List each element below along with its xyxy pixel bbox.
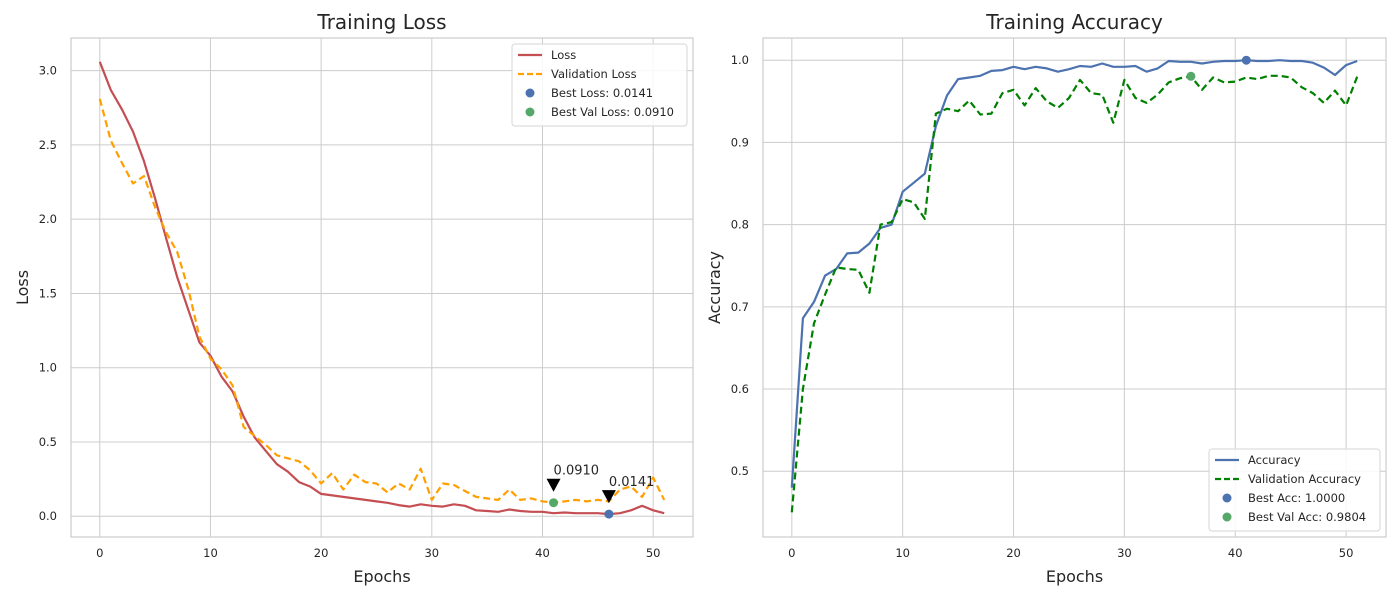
loss-x-tick-label: 0 [96, 546, 103, 560]
accuracy-x-tick-label: 30 [1117, 546, 1132, 560]
accuracy-best-marker [1186, 71, 1196, 81]
loss-series-validation-loss [98, 98, 666, 504]
loss-legend-label: Best Loss: 0.0141 [551, 86, 653, 100]
loss-legend-label: Validation Loss [551, 67, 637, 81]
accuracy-y-tick-label: 0.7 [731, 300, 749, 314]
loss-x-tick-label: 30 [424, 546, 439, 560]
accuracy-series [790, 59, 1359, 513]
accuracy-legend-box [1208, 448, 1381, 532]
loss-y-tick-label: 2.0 [39, 212, 57, 226]
loss-legend-box [511, 43, 688, 127]
loss-y-tick-label: 1.5 [39, 286, 57, 300]
accuracy-series-accuracy [790, 59, 1358, 488]
accuracy-y-tick-label: 0.5 [731, 464, 749, 478]
accuracy-y-tick-label: 1.0 [731, 53, 749, 67]
loss-x-tick-label: 10 [203, 546, 218, 560]
loss-annotation-label: 0.0141 [609, 475, 655, 490]
loss-legend-swatch [525, 107, 535, 117]
accuracy-legend-label: Validation Accuracy [1248, 472, 1361, 486]
accuracy-x-tick-label: 20 [1006, 546, 1021, 560]
accuracy-markers [1186, 55, 1251, 81]
accuracy-x-tick-label: 50 [1339, 546, 1354, 560]
accuracy-best-marker [1241, 55, 1251, 65]
loss-legend: Loss Validation Loss Best Loss: 0.0141 Best… [511, 43, 688, 127]
loss-best-marker [549, 498, 559, 508]
accuracy-y-tick-label: 0.8 [731, 218, 749, 232]
loss-series [98, 61, 666, 516]
loss-y-tick-label: 2.5 [39, 138, 57, 152]
loss-y-axis-label: Loss [13, 270, 32, 305]
accuracy-y-tick-label: 0.9 [731, 135, 749, 149]
accuracy-legend-swatch [1222, 493, 1232, 503]
loss-annotation-label: 0.0910 [554, 464, 600, 479]
accuracy-legend-label: Best Acc: 1.0000 [1248, 491, 1345, 505]
accuracy-legend-label: Accuracy [1248, 453, 1301, 467]
accuracy-x-tick-label: 10 [895, 546, 910, 560]
accuracy-grid [763, 38, 1386, 537]
accuracy-chart-title: Training Accuracy [985, 10, 1163, 34]
loss-y-tick-label: 0.5 [39, 435, 57, 449]
accuracy-x-axis-label: Epochs [1046, 567, 1103, 586]
loss-annotations: 0.0910 0.0141 [546, 464, 655, 504]
accuracy-legend-swatch [1222, 512, 1232, 522]
loss-legend-swatch [525, 88, 535, 98]
loss-series-loss [98, 61, 665, 516]
loss-x-tick-label: 50 [646, 546, 661, 560]
accuracy-legend-label: Best Val Acc: 0.9804 [1248, 510, 1366, 524]
loss-x-axis-label: Epochs [353, 567, 410, 586]
loss-chart-panel: 0.0910 0.0141 0 10 20 30 40 50 0.0 0.5 1.0 1.5 2.0 2… [13, 10, 694, 586]
loss-chart-title: Training Loss [316, 10, 446, 34]
loss-markers [549, 498, 614, 519]
loss-annotation-arrow [601, 490, 616, 504]
loss-y-tick-label: 3.0 [39, 64, 57, 78]
loss-legend-label: Best Val Loss: 0.0910 [551, 105, 674, 119]
loss-ticks: 0 10 20 30 40 50 0.0 0.5 1.0 1.5 2.0 2.5 3.0 [39, 64, 661, 560]
loss-grid [71, 38, 693, 537]
accuracy-x-tick-label: 40 [1228, 546, 1243, 560]
loss-y-tick-label: 1.0 [39, 361, 57, 375]
accuracy-series-validation-accuracy [790, 74, 1359, 513]
loss-best-marker [604, 509, 614, 519]
accuracy-y-axis-label: Accuracy [705, 251, 724, 324]
loss-y-tick-label: 0.0 [39, 509, 57, 523]
accuracy-y-tick-label: 0.6 [731, 382, 749, 396]
accuracy-chart-panel: 0 10 20 30 40 50 0.5 0.6 0.7 0.8 0.9 1.0 Training A… [705, 10, 1387, 586]
loss-x-tick-label: 40 [535, 546, 550, 560]
loss-x-tick-label: 20 [314, 546, 329, 560]
loss-legend-label: Loss [551, 48, 576, 62]
accuracy-x-tick-label: 0 [788, 546, 795, 560]
accuracy-ticks: 0 10 20 30 40 50 0.5 0.6 0.7 0.8 0.9 1.0 [731, 53, 1354, 560]
loss-annotation-arrow [546, 478, 561, 492]
accuracy-legend: Accuracy Validation Accuracy Best Acc: 1.0… [1208, 448, 1381, 532]
